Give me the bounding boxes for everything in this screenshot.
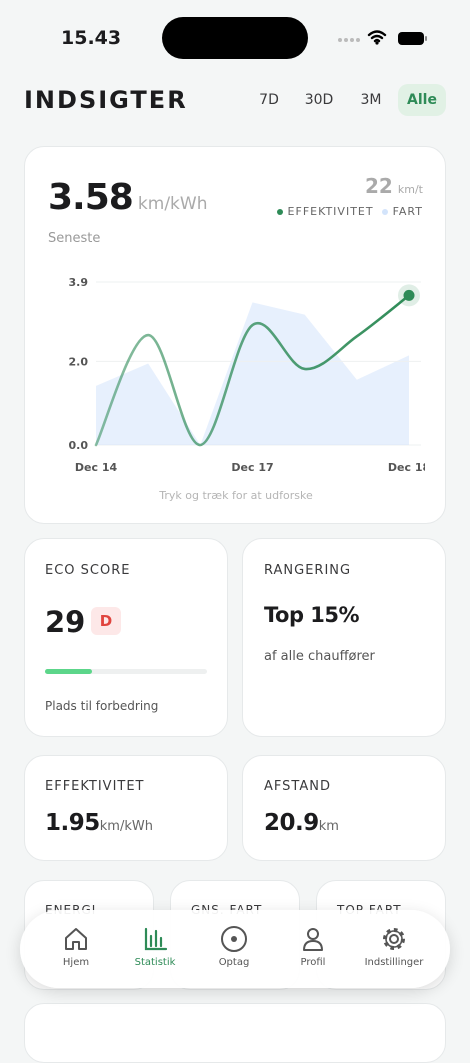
tab-icon	[144, 927, 168, 951]
efficiency-line	[94, 294, 411, 447]
tab-icon	[65, 928, 87, 950]
page-title: INDSIGTER	[24, 86, 188, 114]
tab-label: Profil	[300, 957, 326, 968]
tab[interactable]: Optag	[194, 925, 274, 968]
card-label: EFFEKTIVITET	[45, 779, 145, 794]
ranking-card[interactable]: RANGERING Top 15% af alle chauffører	[242, 538, 446, 737]
hero-caption: Seneste	[48, 231, 101, 246]
status-icons	[338, 30, 427, 45]
eco-value: 29	[45, 605, 86, 639]
legend-dot	[277, 209, 284, 215]
x-tick-label: Dec 14	[75, 461, 118, 474]
speed-row: 22 km/t	[365, 174, 423, 198]
hero-value-row: 3.58 km/kWh	[48, 177, 207, 218]
card-label: AFSTAND	[264, 779, 331, 794]
progress-bar	[45, 669, 92, 674]
ranking-note: af alle chauffører	[264, 649, 375, 664]
card-label: ECO SCORE	[45, 563, 131, 578]
metric-unit: km/kWh	[99, 819, 153, 834]
metric-row: 20.9km	[264, 810, 339, 836]
legend-dot	[382, 209, 389, 215]
tab-bar	[20, 910, 450, 988]
range-button[interactable]: 3M	[360, 92, 382, 108]
hero-value: 3.58	[48, 177, 134, 218]
range-button[interactable]: Alle	[398, 84, 446, 116]
card-label: RANGERING	[264, 563, 352, 578]
y-tick-label: 3.9	[69, 276, 89, 289]
tab-icon	[303, 928, 323, 951]
screen: 15.43 INDSIGTER 7D 30D 3M Alle 3.58 km/k…	[20, 17, 450, 1063]
speed-unit: km/t	[397, 183, 423, 196]
eco-grade: D	[91, 607, 121, 635]
bottom-card	[24, 1003, 446, 1063]
chart-hint: Tryk og træk for at udforske	[159, 489, 313, 502]
tab[interactable]: Profil	[273, 925, 353, 968]
metric-value: 20.9	[264, 810, 319, 836]
speed-area	[96, 302, 409, 445]
x-tick-label: Dec 18	[388, 461, 425, 474]
tab-icon	[383, 928, 405, 950]
range-button[interactable]: 7D	[259, 92, 279, 108]
tab-label: Hjem	[62, 957, 90, 968]
tab-label: Indstillinger	[364, 957, 424, 968]
metric-card[interactable]: AFSTAND 20.9km	[242, 755, 446, 861]
last-point	[403, 289, 415, 301]
tab[interactable]: Hjem	[36, 925, 116, 968]
tab-label: Optag	[218, 957, 250, 968]
chart: 0.0 2.0 3.9 Dec 14 Dec 17 Dec 18	[69, 276, 426, 474]
tab-label: Statistik	[134, 957, 176, 968]
tab-icon	[221, 926, 247, 952]
ranking-value: Top 15%	[264, 603, 360, 627]
metric-card[interactable]: EFFEKTIVITET 1.95km/kWh	[24, 755, 228, 861]
eco-card[interactable]: ECO SCORE 29 D Plads til forbedring	[24, 538, 228, 737]
y-tick-label: 0.0	[69, 439, 89, 452]
y-tick-label: 2.0	[69, 355, 89, 368]
legend-label: EFFEKTIVITET	[287, 205, 374, 218]
hero-unit: km/kWh	[137, 194, 208, 214]
status-time: 15.43	[61, 27, 122, 49]
metric-value: 1.95	[45, 810, 100, 836]
metric-row: 1.95km/kWh	[45, 810, 153, 836]
metric-unit: km	[318, 819, 339, 834]
notch	[162, 17, 308, 59]
range-button[interactable]: 30D	[304, 92, 334, 108]
legend-label: FART	[392, 205, 423, 218]
speed-value: 22	[364, 174, 393, 198]
progress-track	[45, 669, 207, 674]
x-tick-label: Dec 17	[231, 461, 273, 474]
tab[interactable]: Statistik	[115, 925, 195, 968]
chart-card[interactable]: 3.58 km/kWh Seneste 22 km/t EFFEKTIVITET…	[24, 146, 446, 524]
tab[interactable]: Indstillinger	[354, 925, 434, 968]
eco-note: Plads til forbedring	[45, 699, 159, 713]
legend: EFFEKTIVITET FART	[277, 205, 423, 218]
